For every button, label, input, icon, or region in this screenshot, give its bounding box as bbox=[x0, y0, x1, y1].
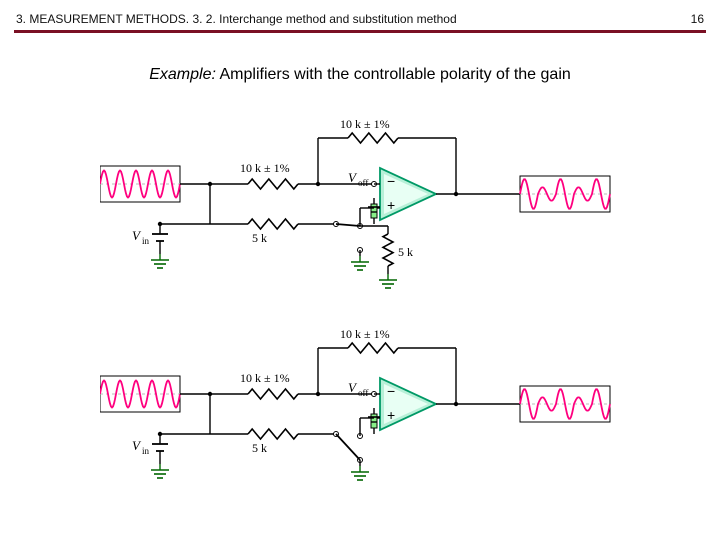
svg-text:off: off bbox=[358, 178, 368, 188]
svg-text:in: in bbox=[142, 236, 150, 246]
svg-text:V: V bbox=[348, 380, 358, 395]
svg-text:−: − bbox=[387, 383, 395, 399]
example-prefix: Example: bbox=[149, 66, 216, 83]
svg-text:10 k ± 1%: 10 k ± 1% bbox=[240, 371, 290, 385]
svg-text:5 k: 5 k bbox=[252, 441, 267, 455]
circuit-diagram: 10 k ± 1% 10 k ± 1% Voff − +5 k 5 k Vin bbox=[100, 110, 620, 300]
svg-text:10 k ± 1%: 10 k ± 1% bbox=[240, 161, 290, 175]
svg-text:10 k ± 1%: 10 k ± 1% bbox=[340, 117, 390, 131]
page-number: 16 bbox=[691, 12, 704, 26]
svg-text:V: V bbox=[132, 438, 142, 453]
example-text: Amplifiers with the controllable polarit… bbox=[216, 66, 571, 83]
svg-text:in: in bbox=[142, 446, 150, 456]
svg-text:10 k ± 1%: 10 k ± 1% bbox=[340, 327, 390, 341]
svg-text:V: V bbox=[348, 170, 358, 185]
svg-text:5 k: 5 k bbox=[252, 231, 267, 245]
svg-text:+: + bbox=[387, 197, 395, 213]
svg-text:−: − bbox=[387, 173, 395, 189]
svg-text:+: + bbox=[387, 407, 395, 423]
circuit-diagram: 10 k ± 1% 10 k ± 1% Voff − +5 k Vin bbox=[100, 320, 620, 510]
slide-header: 3. MEASUREMENT METHODS. 3. 2. Interchang… bbox=[16, 12, 704, 26]
header-rule bbox=[14, 30, 706, 33]
svg-text:off: off bbox=[358, 388, 368, 398]
svg-text:5 k: 5 k bbox=[398, 245, 413, 259]
example-line: Example: Amplifiers with the controllabl… bbox=[0, 66, 720, 84]
header-title: 3. MEASUREMENT METHODS. 3. 2. Interchang… bbox=[16, 12, 457, 26]
svg-text:V: V bbox=[132, 228, 142, 243]
